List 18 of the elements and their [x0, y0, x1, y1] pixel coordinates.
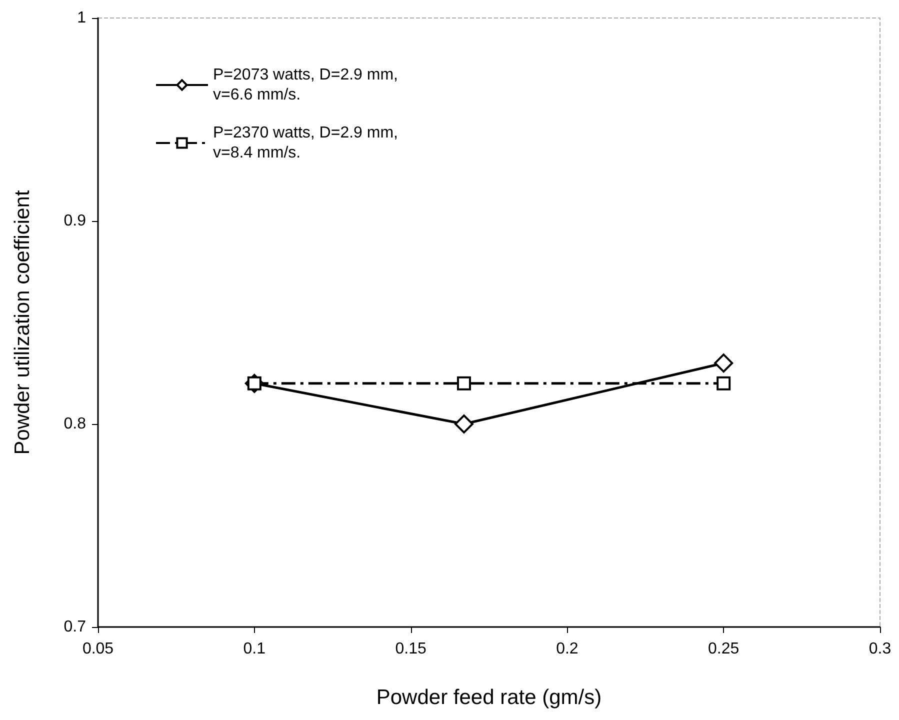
y-tick-label: 0.8	[64, 416, 86, 432]
legend-label: P=2370 watts, D=2.9 mm, v=8.4 mm/s.	[213, 124, 402, 162]
y-tick-label: 0.7	[64, 618, 86, 636]
x-tick-label: 0.3	[868, 640, 892, 658]
x-tick-label: 0.05	[82, 640, 114, 658]
x-tick-label: 0.15	[395, 640, 426, 658]
point	[456, 376, 471, 390]
y-tick-label: 0.9	[64, 212, 86, 230]
point	[716, 376, 731, 390]
point	[714, 354, 734, 373]
point	[454, 414, 474, 434]
legend-label: P=2073 watts, D=2.9 mm, v=6.6 mm/s.	[213, 66, 402, 104]
y-tick-label: 1	[77, 10, 86, 26]
x-tick-label: 0.1	[243, 640, 266, 658]
x-axis-title: Powder feed rate (gm/s)	[376, 686, 602, 709]
x-tick-label: 0.2	[556, 640, 578, 658]
x-tick-label: 0.25	[708, 640, 740, 658]
y-axis-title: Powder utilization coefficient	[11, 190, 34, 455]
